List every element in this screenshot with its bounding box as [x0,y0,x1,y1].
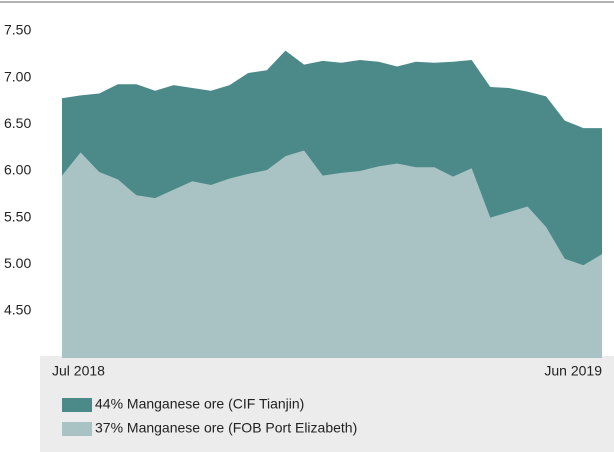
legend-label: 44% Manganese ore (CIF Tianjin) [95,396,304,412]
y-tick-label: 4.50 [4,302,31,318]
legend-swatch [62,398,92,412]
legend-area [40,356,614,452]
y-tick-label: 7.00 [4,68,31,84]
y-tick-label: 5.50 [4,208,31,224]
y-tick-label: 6.00 [4,162,31,178]
y-tick-label: 5.00 [4,255,31,271]
area [62,150,602,358]
x-tick-label: Jul 2018 [52,363,105,379]
y-tick-label: 6.50 [4,115,31,131]
y-tick-label: 7.50 [4,22,31,38]
legend-swatch [62,422,92,436]
x-tick-label: Jun 2019 [544,363,602,379]
legend-label: 37% Manganese ore (FOB Port Elizabeth) [95,420,357,436]
